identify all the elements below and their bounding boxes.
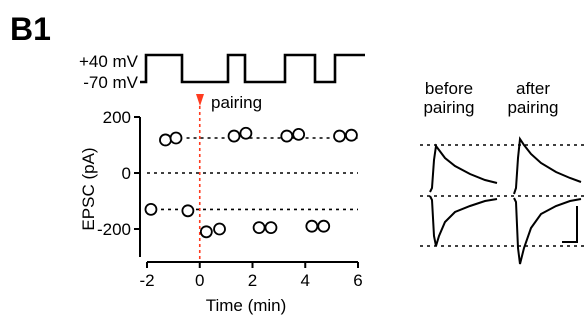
epsc-time-chart: -200 0 200 -2 0 2 4 6 Time (min) EPSC (pA) xyxy=(79,106,363,315)
x-tick-label: 6 xyxy=(353,271,362,290)
data-point xyxy=(169,131,183,145)
y-tick-label: 200 xyxy=(103,108,131,127)
data-point xyxy=(213,222,226,236)
chart-reference-lines xyxy=(147,137,358,211)
data-point xyxy=(159,133,172,147)
before-trace-negative xyxy=(429,195,498,247)
after-trace-negative xyxy=(513,197,582,265)
x-tick-label: -2 xyxy=(139,271,154,290)
after-label-line1: after xyxy=(516,79,550,98)
y-tick-label: -200 xyxy=(97,220,131,239)
data-point xyxy=(227,129,241,143)
x-axis-label: Time (min) xyxy=(206,296,287,315)
chart-axes: -200 0 200 -2 0 2 4 6 xyxy=(97,108,363,290)
after-trace-positive xyxy=(513,136,582,195)
data-point xyxy=(305,219,319,233)
data-point xyxy=(292,127,306,141)
protocol-waveform xyxy=(140,53,365,84)
y-axis-label: EPSC (pA) xyxy=(79,147,98,230)
before-trace-positive xyxy=(429,143,498,193)
after-label-line2: pairing xyxy=(507,98,558,117)
data-point xyxy=(317,219,331,233)
before-label-line1: before xyxy=(425,79,473,98)
chart-points xyxy=(144,126,358,239)
pairing-label: pairing xyxy=(211,93,262,112)
data-point xyxy=(264,221,278,235)
data-point xyxy=(333,129,346,143)
data-point xyxy=(144,202,158,216)
before-label-line2: pairing xyxy=(423,98,474,117)
panel-label: B1 xyxy=(10,11,51,47)
data-point xyxy=(280,129,294,143)
data-point xyxy=(181,204,195,218)
example-traces: before pairing after pairing xyxy=(420,79,588,265)
x-tick-label: 0 xyxy=(195,271,204,290)
y-tick-label: 0 xyxy=(122,164,131,183)
data-point xyxy=(252,221,266,235)
data-point xyxy=(199,225,213,239)
data-point xyxy=(345,128,358,142)
voltage-protocol: +40 mV -70 mV pairing xyxy=(79,52,365,112)
x-tick-label: 4 xyxy=(301,271,310,290)
data-point xyxy=(239,126,253,140)
protocol-high-label: +40 mV xyxy=(79,52,139,71)
protocol-low-label: -70 mV xyxy=(83,73,138,92)
x-tick-label: 2 xyxy=(248,271,257,290)
pairing-marker-icon xyxy=(196,94,204,106)
scale-bar xyxy=(562,206,578,243)
